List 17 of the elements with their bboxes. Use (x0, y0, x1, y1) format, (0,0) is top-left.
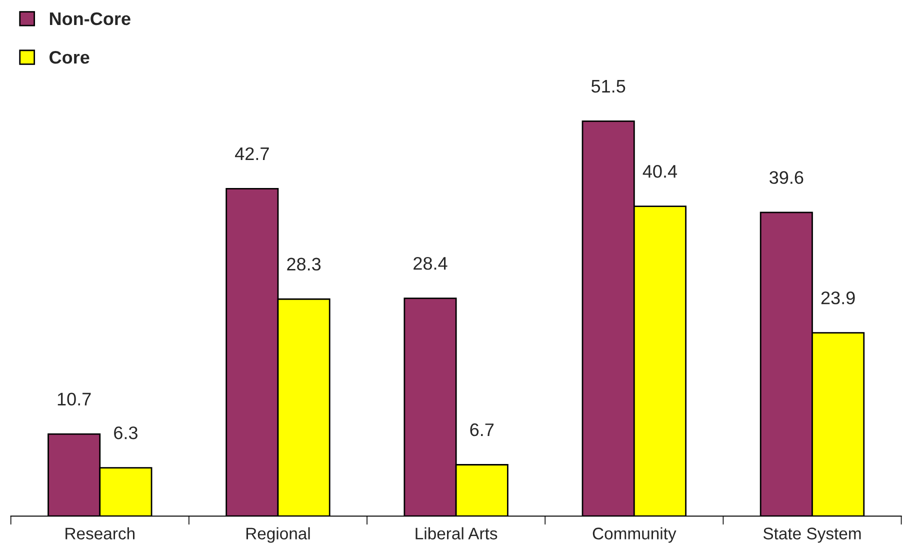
data-label: 51.5 (591, 80, 626, 93)
data-label: 28.4 (414, 257, 448, 270)
legend-label: Non-Core (50, 12, 130, 26)
data-label: 6.3 (114, 426, 138, 440)
data-label: 23.9 (821, 292, 855, 304)
data-label: 10.7 (58, 392, 91, 406)
data-label: 42.7 (235, 147, 269, 160)
data-label: 28.3 (287, 258, 321, 271)
x-tick-label: State System (763, 528, 861, 543)
x-tick-label: Community (592, 527, 676, 543)
legend-label: Core (50, 50, 90, 64)
data-label: 6.7 (470, 423, 494, 436)
data-label: 40.4 (642, 164, 678, 178)
data-label: 39.6 (770, 171, 804, 184)
x-tick-label: Research (66, 527, 134, 540)
x-tick-label: Liberal Arts (416, 527, 498, 540)
x-tick-label: Regional (246, 527, 310, 543)
